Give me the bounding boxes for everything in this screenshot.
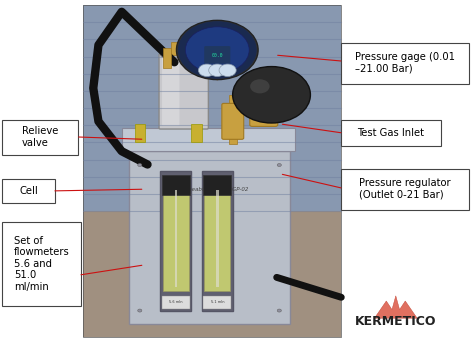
Text: Pressure regulator
(Outlet 0-21 Bar): Pressure regulator (Outlet 0-21 Bar) — [359, 178, 451, 199]
Text: Cell: Cell — [19, 186, 38, 196]
FancyBboxPatch shape — [162, 57, 180, 125]
Circle shape — [250, 79, 270, 93]
FancyBboxPatch shape — [162, 175, 190, 195]
Circle shape — [219, 64, 236, 76]
Circle shape — [233, 67, 310, 123]
FancyBboxPatch shape — [2, 120, 78, 155]
Polygon shape — [374, 296, 417, 318]
FancyBboxPatch shape — [135, 124, 145, 142]
Bar — [83, 5, 341, 337]
Circle shape — [178, 22, 256, 78]
Bar — [229, 95, 237, 144]
FancyBboxPatch shape — [250, 76, 278, 126]
Circle shape — [199, 64, 216, 76]
FancyBboxPatch shape — [341, 120, 441, 146]
Bar — [83, 211, 341, 337]
FancyBboxPatch shape — [216, 190, 219, 287]
FancyBboxPatch shape — [2, 222, 81, 306]
FancyBboxPatch shape — [2, 179, 55, 203]
FancyBboxPatch shape — [159, 54, 209, 129]
FancyBboxPatch shape — [122, 128, 295, 151]
FancyBboxPatch shape — [174, 190, 177, 287]
Text: Set of
flowmeters
5.6 and
51.0
ml/min: Set of flowmeters 5.6 and 51.0 ml/min — [14, 236, 70, 292]
FancyBboxPatch shape — [204, 190, 230, 291]
Circle shape — [277, 309, 282, 312]
Text: 5.1 mln: 5.1 mln — [210, 300, 224, 304]
Bar — [171, 42, 184, 55]
Text: Pressure gage (0.01
–21.00 Bar): Pressure gage (0.01 –21.00 Bar) — [356, 52, 455, 74]
Circle shape — [176, 20, 258, 79]
FancyBboxPatch shape — [129, 151, 290, 324]
Ellipse shape — [160, 50, 207, 60]
FancyBboxPatch shape — [162, 295, 190, 309]
Text: KERMETICO: KERMETICO — [355, 315, 437, 328]
FancyBboxPatch shape — [202, 171, 233, 311]
Circle shape — [138, 163, 142, 166]
FancyBboxPatch shape — [341, 169, 469, 210]
FancyBboxPatch shape — [160, 171, 191, 311]
FancyBboxPatch shape — [191, 124, 202, 142]
Circle shape — [138, 309, 142, 312]
Circle shape — [277, 163, 282, 166]
FancyBboxPatch shape — [163, 190, 189, 291]
FancyBboxPatch shape — [203, 295, 231, 309]
Text: Gas Permeability Tester GP-02: Gas Permeability Tester GP-02 — [164, 187, 248, 192]
Circle shape — [209, 64, 226, 76]
FancyBboxPatch shape — [341, 43, 469, 84]
Text: 00.0: 00.0 — [211, 53, 223, 57]
FancyBboxPatch shape — [204, 46, 230, 64]
Text: Relieve
valve: Relieve valve — [22, 126, 58, 148]
Text: Test Gas Inlet: Test Gas Inlet — [357, 128, 425, 138]
Bar — [163, 48, 171, 68]
FancyBboxPatch shape — [222, 104, 244, 139]
FancyBboxPatch shape — [203, 175, 231, 195]
Bar — [83, 5, 341, 211]
Circle shape — [185, 27, 249, 73]
Text: 5.6 mln: 5.6 mln — [169, 300, 182, 304]
